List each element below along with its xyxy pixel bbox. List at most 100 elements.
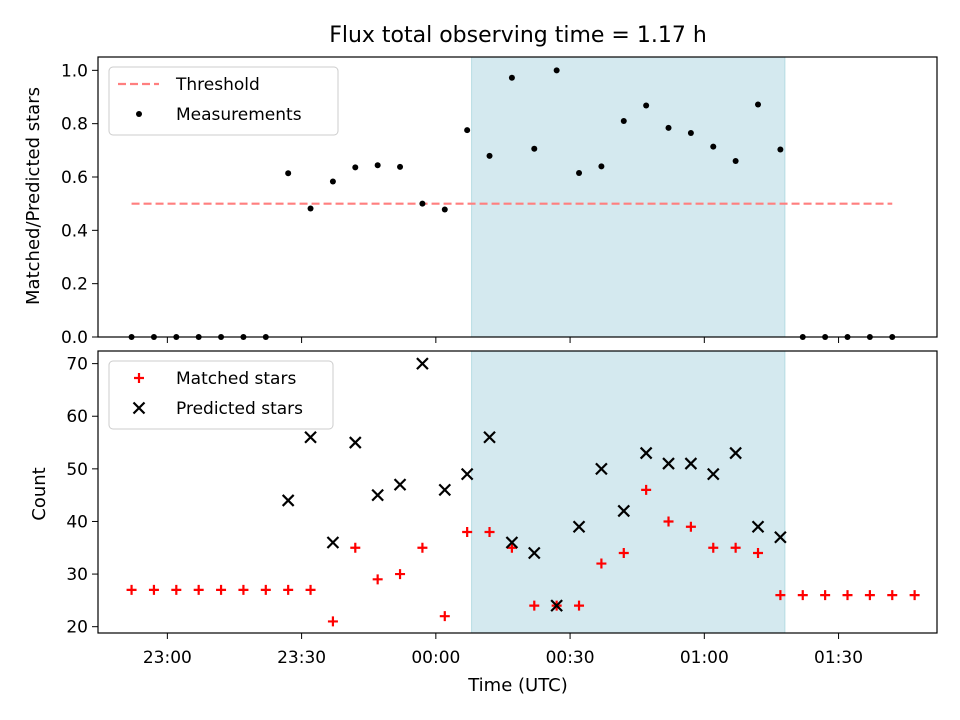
y-tick-label: 0.4	[61, 221, 88, 241]
legend-box	[108, 360, 334, 430]
data-point	[665, 124, 672, 131]
data-point	[777, 146, 784, 153]
data-point	[416, 357, 429, 370]
legend-label: Measurements	[176, 105, 302, 125]
legend-swatch	[136, 111, 142, 117]
data-point	[797, 590, 808, 601]
data-point	[419, 200, 426, 207]
data-point	[550, 599, 563, 612]
legend: Matched stars Predicted stars	[108, 360, 334, 430]
data-point	[687, 130, 694, 136]
x-tick-label: 01:00	[680, 648, 729, 668]
data-point	[774, 530, 787, 544]
y-tick-label: 0.0	[61, 328, 88, 348]
data-point	[329, 178, 336, 185]
data-point	[684, 457, 698, 470]
data-point	[171, 584, 182, 595]
data-point	[462, 526, 473, 537]
data-point	[595, 462, 608, 476]
data-point	[238, 584, 249, 595]
data-point	[553, 67, 560, 74]
data-point	[639, 446, 653, 460]
data-point	[663, 516, 674, 527]
data-point	[374, 162, 381, 169]
y-axis-label-top: Matched/Predicted stars	[23, 87, 44, 305]
data-point	[395, 569, 406, 580]
data-point	[775, 590, 786, 601]
axes-frame	[97, 56, 938, 338]
data-point	[618, 548, 629, 559]
data-point	[281, 494, 295, 507]
data-point	[484, 526, 495, 537]
legend: Threshold Measurements	[108, 66, 339, 136]
data-point	[460, 467, 474, 481]
data-point	[576, 170, 583, 176]
y-tick-label: 0.6	[61, 168, 88, 188]
data-point	[285, 170, 292, 177]
legend-label: Predicted stars	[176, 399, 303, 419]
legend-label: Threshold	[175, 75, 260, 95]
data-point	[528, 546, 541, 560]
data-point	[531, 145, 538, 152]
data-point	[283, 584, 294, 595]
data-point	[529, 600, 540, 611]
data-point	[260, 584, 271, 595]
y-tick-label: 70	[66, 355, 88, 375]
data-point	[349, 436, 362, 449]
data-point	[305, 584, 316, 595]
data-point	[506, 542, 517, 553]
plot-area: 0.0 0.2 0.4 0.6 0.8 1.0 Threshold Measurements 2…	[61, 56, 938, 668]
data-point	[598, 163, 605, 170]
data-point	[729, 446, 742, 460]
data-point	[393, 478, 407, 491]
data-point	[641, 484, 652, 495]
data-point	[685, 521, 696, 532]
data-point	[441, 206, 448, 213]
data-point	[820, 590, 831, 601]
data-point	[864, 590, 875, 601]
y-tick-label: 0.8	[61, 115, 88, 135]
data-point	[732, 158, 739, 164]
data-point	[307, 205, 314, 212]
data-point	[708, 542, 719, 553]
y-tick-label: 0.2	[61, 275, 88, 295]
data-point	[662, 457, 675, 470]
data-point	[596, 558, 607, 569]
data-point	[148, 584, 159, 595]
data-point	[751, 520, 765, 534]
x-tick-label: 00:00	[411, 648, 460, 668]
data-point	[842, 590, 853, 601]
y-tick-label: 50	[66, 460, 88, 480]
data-point	[352, 164, 359, 171]
data-point	[350, 542, 361, 553]
y-tick-label: 40	[66, 512, 88, 532]
legend-label: Matched stars	[176, 369, 296, 389]
data-point	[126, 584, 137, 595]
data-point	[417, 542, 428, 553]
y-axis-label-bottom: Count	[29, 467, 50, 520]
legend-swatch	[134, 373, 144, 383]
data-point	[574, 600, 585, 611]
x-tick-label: 23:30	[277, 648, 326, 668]
data-point	[753, 548, 764, 559]
y-tick-label: 20	[66, 618, 88, 638]
data-point	[643, 102, 650, 109]
y-tick-label: 1.0	[61, 61, 88, 81]
data-point	[505, 536, 519, 549]
legend-swatch	[132, 401, 146, 415]
data-point	[483, 431, 496, 444]
y-tick-label: 30	[66, 565, 88, 585]
data-point	[216, 584, 227, 595]
highlight-span	[471, 56, 786, 338]
data-point	[508, 74, 515, 81]
data-point	[327, 616, 338, 627]
data-point	[486, 152, 493, 159]
x-tick-label: 23:00	[143, 648, 192, 668]
data-point	[620, 118, 627, 124]
chart-title: Flux total observing time = 1.17 h	[329, 23, 707, 48]
data-point	[710, 143, 717, 150]
data-point	[193, 584, 204, 595]
y-tick-label: 60	[66, 407, 88, 427]
data-point	[755, 101, 762, 108]
x-tick-label: 00:30	[546, 648, 595, 668]
